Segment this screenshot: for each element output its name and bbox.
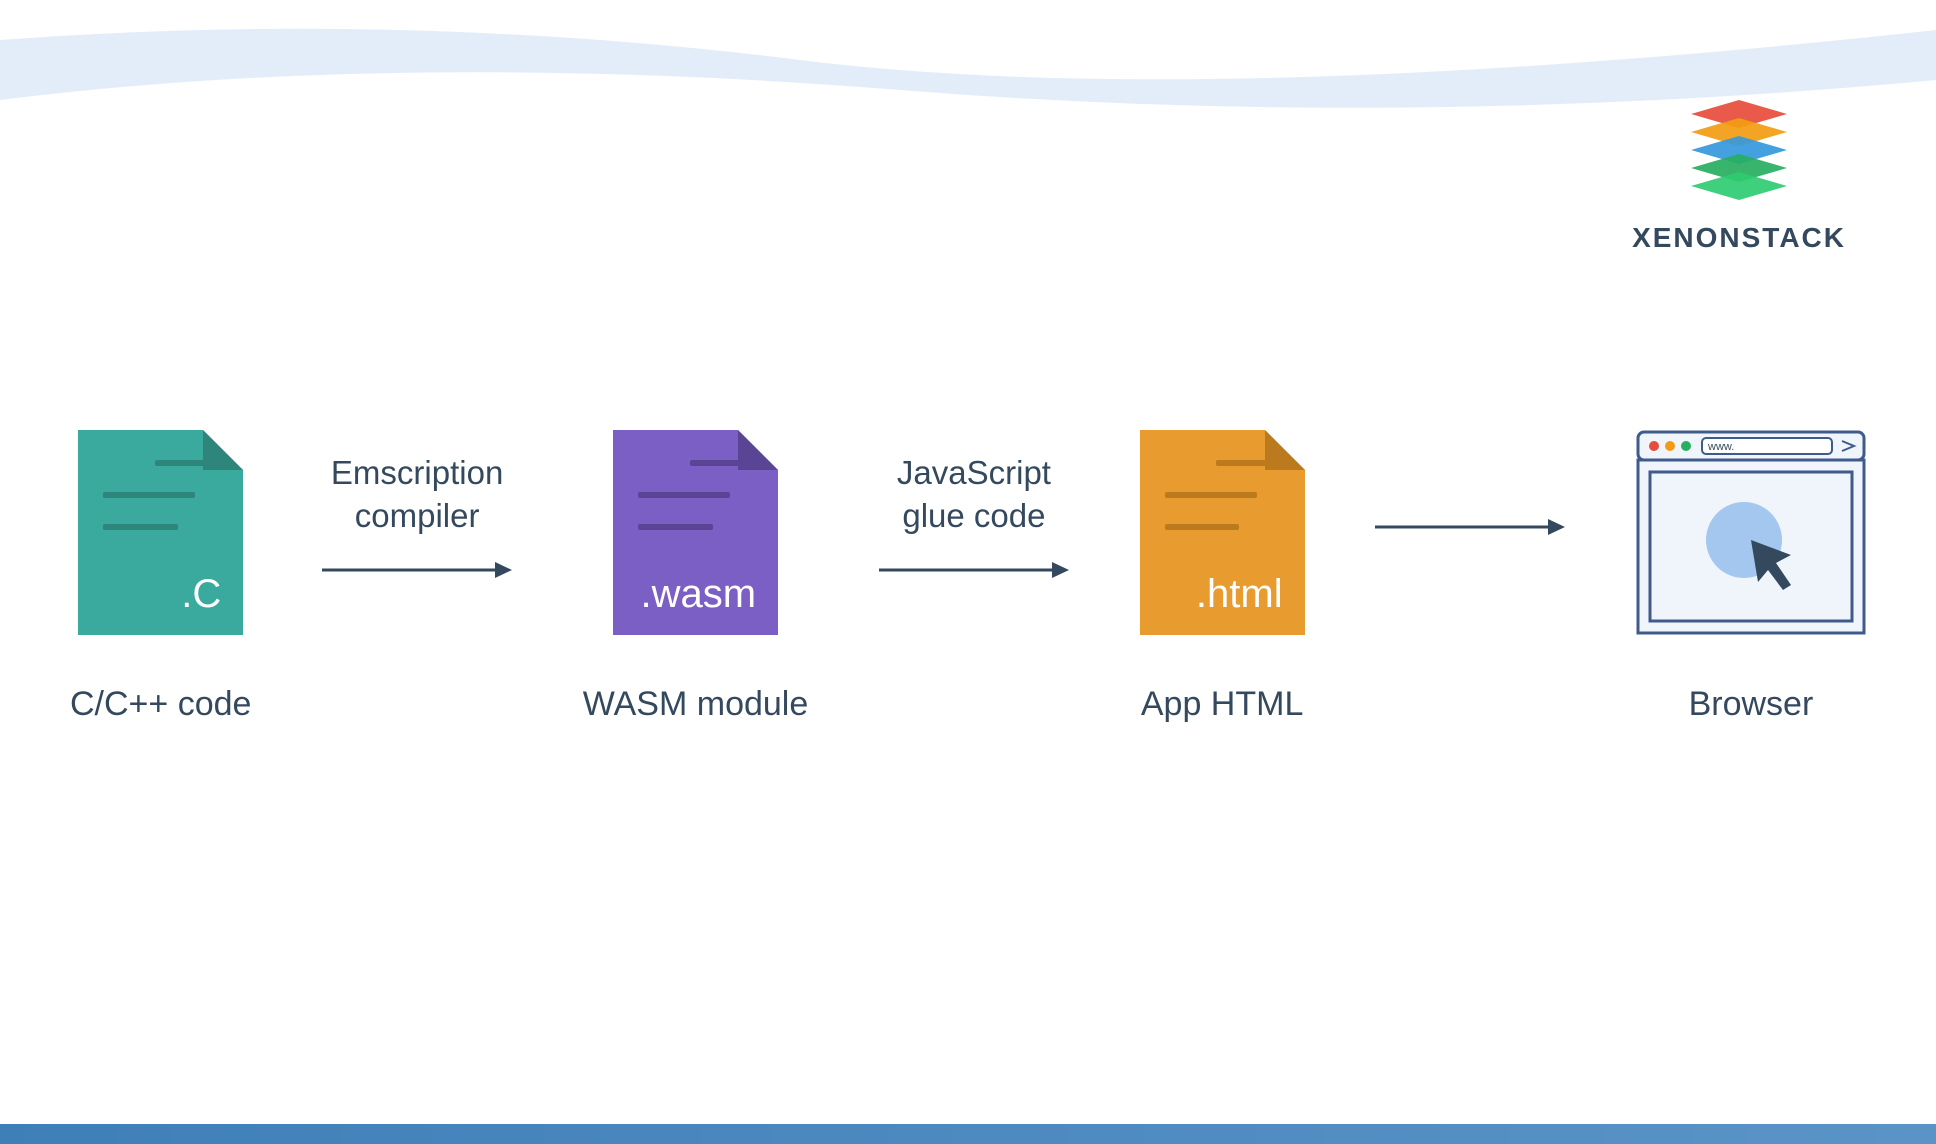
browser-url-text: www. [1707,441,1734,453]
arrow-to-browser [1370,495,1570,539]
arrow-label-line2: compiler [331,495,503,538]
browser-icon: www. [1636,430,1866,635]
wasm-flow-diagram: .C C/C++ code Emscription compiler .wasm… [70,430,1866,724]
file-ext-wasm: .wasm [640,572,756,617]
file-icon-wasm: .wasm [613,430,778,635]
arrow-glue-code: JavaScript glue code [874,452,1074,582]
stage-label-html: App HTML [1141,685,1304,724]
arrow-emscripten: Emscription compiler [317,452,517,582]
arrow-label-line2: glue code [897,495,1051,538]
logo-text: XENONSTACK [1632,222,1846,254]
stage-html-app: .html App HTML [1140,430,1305,724]
arrow-icon [317,558,517,582]
stage-browser: www. Browser [1636,430,1866,724]
file-ext-c: .C [181,572,221,617]
stage-label-wasm: WASM module [583,685,808,724]
arrow-label-line1: JavaScript [897,452,1051,495]
arrow-icon [1370,515,1570,539]
file-ext-html: .html [1196,572,1283,617]
stage-label-browser: Browser [1689,685,1814,724]
stage-c-source: .C C/C++ code [70,430,251,724]
bottom-bar [0,1124,1936,1144]
logo: XENONSTACK [1632,100,1846,254]
arrow-icon [874,558,1074,582]
arrow-label-line1: Emscription [331,452,503,495]
stage-label-c: C/C++ code [70,685,251,724]
stage-wasm-module: .wasm WASM module [583,430,808,724]
file-icon-html: .html [1140,430,1305,635]
file-icon-c: .C [78,430,243,635]
logo-icon [1679,100,1799,210]
